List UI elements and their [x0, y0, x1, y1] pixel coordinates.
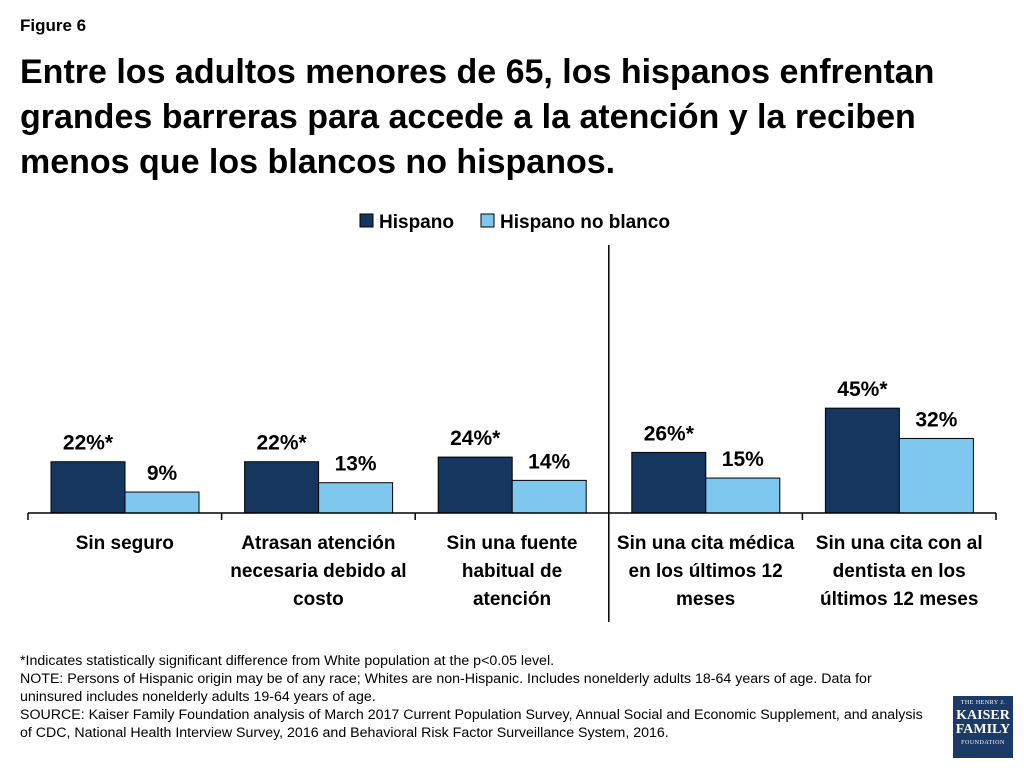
method-note: NOTE: Persons of Hispanic origin may be … [20, 671, 872, 705]
legend-label-1: Hispano [379, 212, 454, 233]
bar-blanco-1 [124, 491, 200, 514]
notes: *Indicates statistically significant dif… [20, 652, 935, 742]
category-label-4: Sin una cita médica en los últimos 12 mese… [617, 533, 795, 610]
bar-value-label: 32% [915, 408, 957, 431]
legend-swatch-1 [359, 213, 374, 228]
bar-hispano-1 [50, 461, 126, 514]
kff-logo: THE HENRY J. KAISER FAMILY FOUNDATION [953, 696, 1013, 758]
legend: Hispano Hispano no blanco [359, 212, 670, 233]
category-label-3: Sin una fuente habitual de atención [447, 533, 578, 610]
bar-value-label: 9% [147, 462, 178, 485]
legend-swatch-2 [480, 213, 495, 228]
bar-value-label: 13% [335, 453, 377, 476]
logo-line-2: KAISER [956, 708, 1010, 723]
bar-blanco-5 [898, 437, 974, 514]
logo-line-1: THE HENRY J. [960, 700, 1006, 706]
bar-value-label: 15% [722, 448, 764, 471]
bar-value-label: 24%* [450, 427, 501, 450]
category-label-5: Sin una cita con al dentista en los último… [816, 533, 983, 610]
category-label-2: Atrasan atención necesaria debido al costo [230, 533, 406, 610]
logo-line-4: FOUNDATION [961, 740, 1005, 746]
category-label-1: Sin seguro [76, 533, 174, 554]
bar-value-label: 14% [528, 450, 570, 473]
bar-value-label: 22%* [256, 432, 307, 455]
bar-value-label: 22%* [63, 432, 114, 455]
bar-blanco-2 [318, 482, 394, 514]
bar-hispano-5 [824, 407, 900, 514]
bar-blanco-4 [705, 477, 781, 514]
bar-value-labels: 22%* 9% 22%* 13% 24%* 14% 26%* 15% 45%* 32% [63, 378, 958, 485]
bar-hispano-4 [631, 451, 707, 514]
bar-hispano-3 [437, 456, 513, 514]
bar-blanco-3 [511, 479, 587, 514]
bar-chart: Hispano Hispano no blanco 22%* 9% 22%* 13% 24… [27, 212, 997, 622]
bar-value-label: 26%* [644, 422, 695, 445]
legend-label-2: Hispano no blanco [500, 212, 670, 233]
bars [50, 407, 974, 514]
logo-line-3: FAMILY [955, 722, 1011, 737]
category-labels: Sin seguro Atrasan atención necesaria debi… [76, 533, 983, 610]
figure-label: Figure 6 [20, 16, 87, 35]
bar-hispano-2 [244, 461, 320, 514]
significance-note: *Indicates statistically significant dif… [20, 653, 555, 669]
x-axis [27, 245, 997, 622]
bar-value-label: 45%* [837, 378, 888, 401]
source-note: SOURCE: Kaiser Family Foundation analysi… [20, 707, 923, 741]
chart-title: Entre los adultos menores de 65, los his… [20, 53, 935, 181]
